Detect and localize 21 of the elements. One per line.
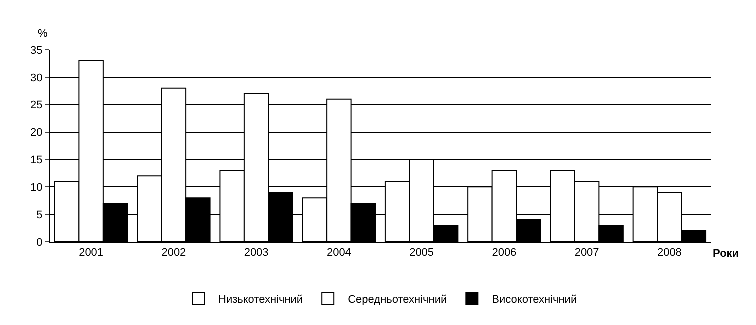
y-tick-label: 5	[36, 209, 43, 222]
legend-label: Середньотехнічний	[348, 294, 448, 306]
y-tick-label: 20	[30, 127, 43, 140]
x-tick-label: 2005	[410, 247, 434, 260]
y-tick-label: 30	[30, 72, 43, 84]
x-tick-label: 2008	[657, 247, 682, 260]
legend-label: Високотехнічний	[492, 294, 578, 306]
x-tick-label: 2004	[326, 247, 352, 260]
y-tick-label: 25	[30, 100, 43, 112]
legend-label: Низькотехнічний	[218, 294, 304, 306]
y-tick-label: 15	[30, 154, 43, 167]
y-tick-label: 35	[30, 44, 43, 57]
x-tick-label: 2003	[244, 247, 269, 260]
y-tick-label: 0	[36, 236, 43, 249]
y-tick-label: 10	[30, 182, 43, 194]
x-tick-label: 2001	[79, 247, 104, 260]
x-tick-label: 2007	[574, 247, 600, 260]
x-tick-label: 2006	[492, 247, 517, 260]
y-axis-title: %	[38, 28, 48, 40]
x-axis-title: Роки	[713, 248, 740, 260]
x-tick-label: 2002	[162, 247, 186, 260]
